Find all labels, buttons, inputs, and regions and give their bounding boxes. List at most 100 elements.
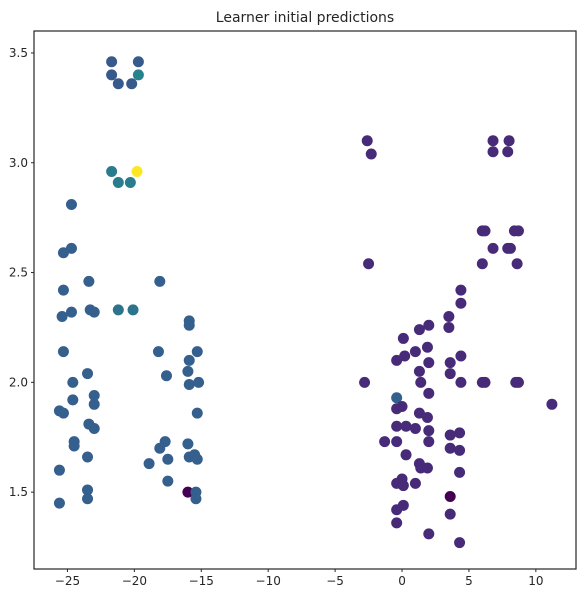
data-point [455,297,467,309]
x-tick-label: −25 [55,574,80,588]
y-axis: 1.5 2.0 2.5 3.0 3.5 [9,46,34,499]
data-point [193,376,205,388]
data-point [361,135,373,147]
x-axis: −25 −20 −15 −10 −5 0 5 10 [55,569,543,588]
data-point [162,453,174,465]
plot-area [33,30,577,570]
data-point [487,146,499,158]
data-point [504,242,516,254]
data-point [409,422,421,434]
data-point [443,310,455,322]
data-point [82,484,94,496]
data-point [162,475,174,487]
data-point [112,78,124,90]
data-point [391,392,403,404]
data-point [391,504,403,516]
data-point [421,341,433,353]
data-point [455,376,467,388]
data-point [82,368,94,380]
data-point [455,284,467,296]
data-point [154,442,166,454]
data-point [400,420,412,432]
data-point [88,306,100,318]
data-point [160,370,172,382]
data-point [487,242,499,254]
data-point [476,258,488,270]
data-point [53,497,65,509]
data-point [397,332,409,344]
data-point [379,436,391,448]
data-point [56,310,68,322]
data-point [391,436,403,448]
data-point [57,247,69,259]
data-point [183,379,195,391]
data-point [106,56,118,68]
data-point [127,304,139,316]
data-point [512,376,524,388]
data-point [479,376,491,388]
data-point [65,198,77,210]
y-tick-label: 2.5 [9,266,28,280]
data-point [82,451,94,463]
data-point [65,242,77,254]
data-point [82,493,94,505]
data-point [413,324,425,336]
data-point [444,368,456,380]
data-point [126,78,138,90]
data-point [132,69,144,81]
data-point [512,225,524,237]
data-points [53,56,558,549]
data-point [131,166,143,178]
data-point [400,449,412,461]
data-point [88,390,100,402]
data-point [444,429,456,441]
data-point [454,444,466,456]
x-tick-label: 0 [398,574,406,588]
x-tick-label: −15 [189,574,214,588]
data-point [487,135,499,147]
data-point [511,258,523,270]
data-point [455,350,467,362]
data-point [363,258,375,270]
data-point [365,148,377,160]
data-point [399,350,411,362]
data-point [454,537,466,549]
data-point [423,387,435,399]
y-tick-label: 3.0 [9,156,28,170]
data-point [546,398,558,410]
data-point [359,376,371,388]
data-point [57,407,69,419]
data-point [391,354,403,366]
data-point [152,346,164,358]
data-point [423,436,435,448]
data-point [423,357,435,369]
data-point [191,407,203,419]
data-point [423,319,435,331]
data-point [415,376,427,388]
data-point [421,411,433,423]
data-point [53,464,65,476]
data-point [503,135,515,147]
data-point [183,319,195,331]
data-point [88,422,100,434]
y-tick-label: 3.5 [9,46,28,60]
data-point [444,442,456,454]
data-point [454,466,466,478]
data-point [444,357,456,369]
data-point [391,517,403,529]
data-point [413,407,425,419]
data-point [106,69,118,81]
chart-title: Learner initial predictions [216,10,394,26]
data-point [423,425,435,437]
data-point [413,365,425,377]
data-point [143,458,155,470]
data-point [409,346,421,358]
y-tick-label: 1.5 [9,485,28,499]
x-tick-label: −20 [122,574,147,588]
data-point [57,346,69,358]
data-point [444,508,456,520]
data-point [67,376,79,388]
x-tick-label: 5 [465,574,473,588]
data-point [182,486,194,498]
